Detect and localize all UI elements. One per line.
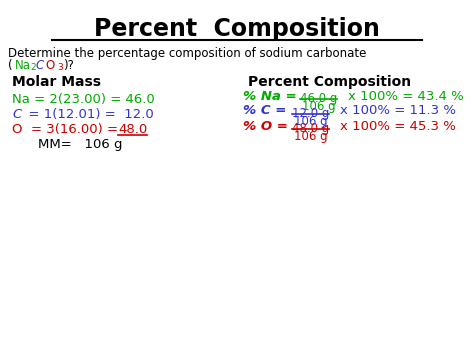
Text: % C =: % C =: [243, 104, 286, 118]
Text: Percent Composition: Percent Composition: [248, 75, 411, 89]
Text: 48.0 g: 48.0 g: [292, 122, 329, 135]
Text: 46.0 g: 46.0 g: [300, 92, 337, 105]
Text: 2: 2: [30, 63, 36, 72]
Text: Determine the percentage composition of sodium carbonate: Determine the percentage composition of …: [8, 47, 366, 60]
Text: 106 g: 106 g: [294, 130, 328, 143]
Text: 3: 3: [57, 63, 63, 72]
Text: O: O: [45, 59, 54, 72]
Text: MM=   106 g: MM= 106 g: [38, 138, 122, 151]
Text: 12.0 g: 12.0 g: [292, 107, 329, 120]
Text: 106 g: 106 g: [294, 115, 328, 128]
Text: C: C: [12, 108, 21, 121]
Text: 106 g: 106 g: [302, 100, 336, 113]
Text: = 1(12.01) =  12.0: = 1(12.01) = 12.0: [20, 108, 154, 121]
Text: % O =: % O =: [243, 120, 288, 132]
Text: C: C: [36, 59, 44, 72]
Text: )?: )?: [63, 59, 74, 72]
Text: Na: Na: [15, 59, 30, 72]
Text: Percent  Composition: Percent Composition: [94, 17, 380, 41]
Text: x 100% = 11.3 %: x 100% = 11.3 %: [340, 104, 456, 118]
Text: Na = 2(23.00) = 46.0: Na = 2(23.00) = 46.0: [12, 93, 155, 106]
Text: % Na =: % Na =: [243, 89, 297, 103]
Text: (: (: [8, 59, 13, 72]
Text: x 100% = 45.3 %: x 100% = 45.3 %: [340, 120, 456, 132]
Text: O  = 3(16.00) =: O = 3(16.00) =: [12, 123, 122, 136]
Text: 48.0: 48.0: [118, 123, 147, 136]
Text: Molar Mass: Molar Mass: [12, 75, 101, 89]
Text: x 100% = 43.4 %: x 100% = 43.4 %: [348, 89, 464, 103]
